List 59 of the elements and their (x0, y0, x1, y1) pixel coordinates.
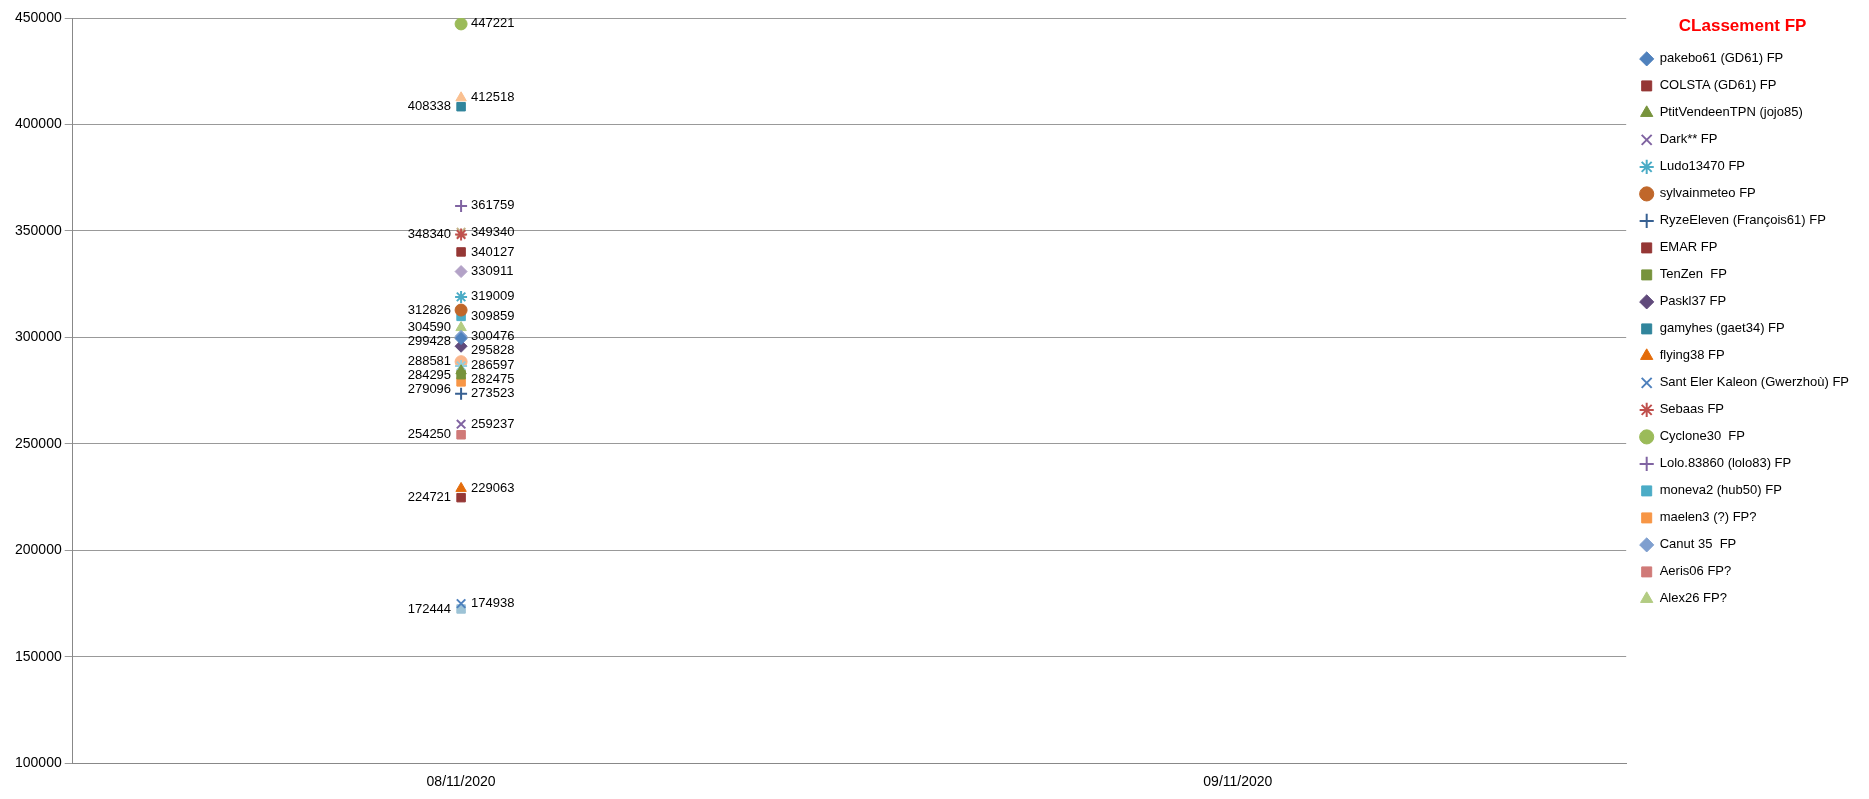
data-label: 279096 (407, 381, 452, 397)
data-label: 229063 (471, 479, 515, 495)
legend-label: moneva2 (hub50) FP (1659, 482, 1782, 498)
legend-label: Sant Eler Kaleon (Gwerzhoù) FP (1659, 374, 1850, 390)
x-tick-label: 08/11/2020 (426, 773, 496, 790)
data-label: 330911 (471, 263, 514, 279)
data-label: 348340 (407, 226, 452, 242)
data-label: 412518 (471, 89, 515, 105)
data-label: 300476 (471, 327, 515, 343)
legend-label: flying38 FP (1659, 347, 1725, 363)
legend-label: RyzeEleven (François61) FP (1659, 212, 1826, 228)
data-label: 319009 (471, 288, 515, 304)
legend-label: Lolo.83860 (lolo83) FP (1659, 455, 1792, 471)
legend-label: EMAR FP (1659, 239, 1718, 255)
data-label: 447221 (471, 15, 515, 31)
legend-label: Ludo13470 FP (1659, 158, 1745, 174)
y-tick-label: 200000 (15, 541, 62, 558)
legend-label: Cyclone30 FP (1659, 428, 1745, 444)
legend-title: CLassement FP (1678, 16, 1807, 36)
legend-label: Paskl37 FP (1659, 293, 1727, 309)
legend-label: Alex26 FP? (1659, 590, 1727, 606)
data-label: 349340 (471, 223, 515, 239)
x-tick-label: 09/11/2020 (1203, 773, 1273, 790)
y-tick-label: 400000 (15, 115, 62, 132)
data-label: 309859 (471, 307, 515, 323)
data-label: 282475 (471, 371, 515, 387)
data-label: 224721 (407, 489, 452, 505)
data-label: 284295 (407, 367, 452, 383)
legend-label: maelen3 (?) FP? (1659, 509, 1757, 525)
data-label: 254250 (407, 426, 452, 442)
legend-label: PtitVendeenTPN (jojo85) (1659, 104, 1803, 120)
data-label: 174938 (471, 595, 515, 611)
legend-label: gamyhes (gaet34) FP (1659, 320, 1785, 336)
data-label: 259237 (471, 415, 515, 431)
data-label: 312826 (407, 301, 452, 317)
legend-label: COLSTA (GD61) FP (1659, 77, 1777, 93)
data-label: 295828 (471, 341, 515, 357)
data-label: 361759 (471, 197, 515, 213)
y-tick-label: 100000 (15, 754, 62, 771)
data-label: 172444 (407, 600, 452, 616)
y-tick-label: 150000 (15, 647, 62, 664)
legend-label: pakebo61 (GD61) FP (1659, 50, 1784, 66)
data-label: 286597 (471, 357, 515, 373)
legend-label: TenZen FP (1659, 266, 1727, 282)
legend-label: sylvainmeteo FP (1659, 185, 1756, 201)
legend-label: Dark** FP (1659, 131, 1718, 147)
legend-label: Sebaas FP (1659, 401, 1725, 417)
data-label: 408338 (407, 98, 452, 114)
legend-label: Aeris06 FP? (1659, 563, 1732, 579)
legend-label: Canut 35 FP (1659, 536, 1737, 552)
data-label: 288581 (407, 353, 452, 369)
data-label: 273523 (471, 385, 515, 401)
data-label: 340127 (471, 243, 515, 259)
y-tick-label: 450000 (15, 8, 62, 25)
data-label: 304590 (407, 319, 452, 335)
data-label: 299428 (407, 333, 452, 349)
y-tick-label: 300000 (15, 328, 62, 345)
y-tick-label: 350000 (15, 221, 62, 238)
y-tick-label: 250000 (15, 434, 62, 451)
